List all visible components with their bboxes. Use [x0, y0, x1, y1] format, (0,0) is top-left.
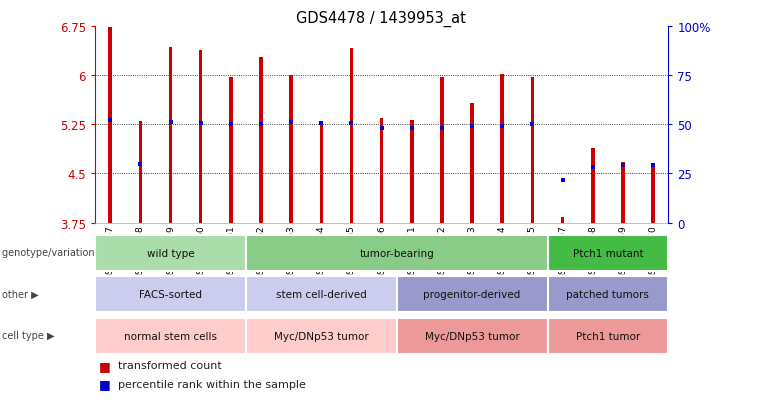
Bar [591, 149, 594, 223]
Text: Myc/DNp53 tumor: Myc/DNp53 tumor [274, 331, 368, 341]
Bar [260, 57, 263, 223]
Bar [530, 78, 534, 223]
Text: progenitor-derived: progenitor-derived [423, 290, 521, 300]
Text: FACS-sorted: FACS-sorted [139, 290, 202, 300]
Bar [621, 163, 625, 223]
Text: wild type: wild type [147, 248, 194, 259]
Text: Ptch1 mutant: Ptch1 mutant [572, 248, 643, 259]
Bar [108, 28, 112, 223]
Bar [229, 78, 233, 223]
Text: stem cell-derived: stem cell-derived [276, 290, 367, 300]
Bar [410, 121, 414, 223]
Bar [470, 103, 474, 223]
Text: GDS4478 / 1439953_at: GDS4478 / 1439953_at [295, 10, 466, 26]
Bar [440, 78, 444, 223]
Text: normal stem cells: normal stem cells [124, 331, 217, 341]
Bar [501, 75, 504, 223]
Bar [139, 122, 142, 223]
Text: percentile rank within the sample: percentile rank within the sample [118, 379, 306, 389]
Bar [289, 76, 293, 223]
Text: cell type ▶: cell type ▶ [2, 330, 54, 340]
Bar [651, 167, 655, 223]
Bar [349, 48, 353, 223]
Bar [561, 217, 565, 223]
Text: ■: ■ [99, 377, 110, 391]
Text: ■: ■ [99, 359, 110, 372]
Text: patched tumors: patched tumors [566, 290, 649, 300]
Text: Ptch1 tumor: Ptch1 tumor [576, 331, 640, 341]
Text: other ▶: other ▶ [2, 289, 38, 299]
Bar [199, 51, 202, 223]
Bar [380, 119, 384, 223]
Text: transformed count: transformed count [118, 361, 221, 370]
Text: Myc/DNp53 tumor: Myc/DNp53 tumor [425, 331, 520, 341]
Text: genotype/variation ▶: genotype/variation ▶ [2, 247, 105, 257]
Bar [320, 125, 323, 223]
Text: tumor-bearing: tumor-bearing [359, 248, 434, 259]
Bar [169, 48, 172, 223]
